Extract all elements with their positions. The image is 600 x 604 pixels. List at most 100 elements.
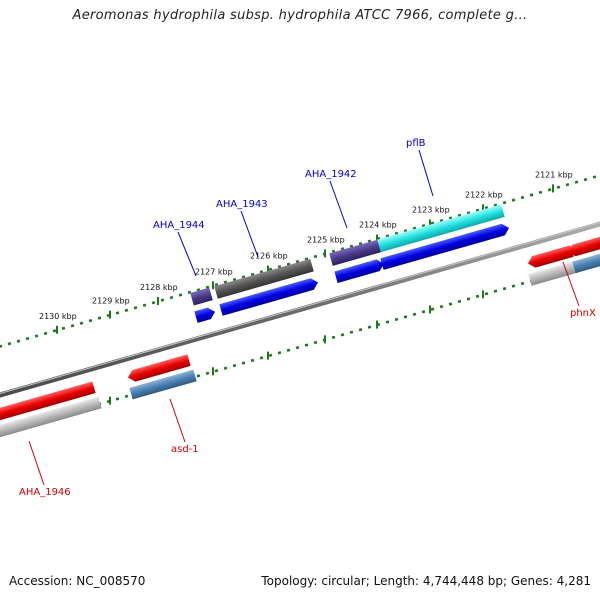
tick-dot <box>484 292 489 296</box>
tick-dot <box>466 297 471 301</box>
tick-dot <box>403 315 408 319</box>
tick-dot <box>169 295 174 300</box>
tick-dot <box>286 348 291 352</box>
tick-dot <box>79 321 84 325</box>
tick-dot <box>115 397 120 401</box>
genome-backbone <box>0 221 600 398</box>
gene-label-reverse: asd-1 <box>171 444 199 455</box>
cds-bar-pflB <box>380 223 509 270</box>
tick-dot <box>61 326 66 330</box>
tick-dot <box>88 318 93 323</box>
tick-dot <box>304 343 309 347</box>
tick-label: 2123 kbp <box>412 205 450 214</box>
label-leader-line <box>562 261 580 307</box>
tick-dot <box>295 345 300 350</box>
tick-dot <box>394 317 399 322</box>
tick-dot <box>529 193 534 197</box>
tick-dot <box>493 289 498 293</box>
gene-bar-pflB <box>376 204 505 253</box>
tick-dot <box>52 329 57 333</box>
tick-dot <box>412 312 417 316</box>
genome-summary-text: Topology: circular; Length: 4,744,448 bp… <box>261 574 591 588</box>
tick-label: 2128 kbp <box>140 283 178 292</box>
label-leader-line <box>28 440 45 486</box>
tick-dot <box>439 304 444 309</box>
tick-label: 2122 kbp <box>465 190 503 199</box>
tick-dot <box>430 307 435 311</box>
tick-dot <box>133 306 138 310</box>
tick-dot <box>502 200 507 205</box>
tick-dot <box>178 293 183 297</box>
tick-dot <box>520 281 525 286</box>
tick-dot <box>124 394 129 399</box>
label-leader-line <box>418 149 434 197</box>
tick-label: 2129 kbp <box>92 297 130 306</box>
tick-dot <box>583 177 588 182</box>
tick-dot <box>205 371 210 375</box>
gene-label-forward: AHA_1943 <box>216 199 268 210</box>
backbone-highlight <box>0 221 600 395</box>
tick-dot <box>565 183 570 187</box>
cds-bar-AHA_1946 <box>0 381 96 421</box>
tick-dot <box>574 180 579 184</box>
tick-dot <box>160 298 165 302</box>
map-title: Aeromonas hydrophila subsp. hydrophila A… <box>72 8 528 23</box>
tick-dot <box>196 374 201 378</box>
outer-tick-track <box>0 175 597 348</box>
tick-dot <box>142 303 147 307</box>
cds-bar-phnX-neighbor <box>568 234 600 257</box>
gene-bar-AHA_1943 <box>214 258 314 299</box>
gene-bar-AHA_1944 <box>190 287 213 306</box>
tick-dot <box>43 331 48 336</box>
tick-dot <box>214 369 219 373</box>
tick-dot <box>331 335 336 340</box>
label-leader-line <box>240 210 259 258</box>
label-leader-line <box>169 398 186 443</box>
tick-dot <box>340 333 345 337</box>
label-leader-line <box>329 180 348 229</box>
tick-dot <box>421 310 426 314</box>
tick-label: 2126 kbp <box>250 252 288 261</box>
gene-label-reverse: AHA_1946 <box>19 487 71 498</box>
tick-dot <box>475 294 480 299</box>
tick-dot <box>511 284 516 288</box>
gene-label-forward: AHA_1944 <box>153 220 205 231</box>
tick-dot <box>268 353 273 357</box>
tick-dot <box>124 308 129 313</box>
tick-dot <box>448 302 453 306</box>
gene-bar-AHA_1946 <box>0 396 102 440</box>
tick-dot <box>313 254 318 259</box>
tick-dot <box>520 195 525 200</box>
gene-label-reverse: phnX <box>570 308 596 319</box>
tick-dot <box>34 334 39 338</box>
tick-dot <box>502 286 507 291</box>
tick-dot <box>259 356 264 360</box>
tick-dot <box>223 366 228 370</box>
tick-dot <box>592 175 597 179</box>
gene-bar-phnX-neighbor <box>572 251 600 274</box>
tick-dot <box>547 188 552 192</box>
tick-dot <box>0 344 3 348</box>
tick-label: 2130 kbp <box>39 312 77 321</box>
cds-bar-AHA_1944 <box>194 307 216 323</box>
tick-dot <box>367 325 372 329</box>
tick-dot <box>70 324 75 328</box>
tick-dot <box>241 361 246 365</box>
cds-bar-AHA_1943 <box>219 278 319 316</box>
tick-dot <box>115 311 120 315</box>
tick-dot <box>7 342 12 346</box>
gene-bar-AHA_1942 <box>329 239 381 266</box>
accession-text: Accession: NC_008570 <box>9 574 146 588</box>
tick-dot <box>97 316 102 320</box>
tick-label: 2125 kbp <box>307 235 345 244</box>
tick-label: 2124 kbp <box>359 221 397 230</box>
tick-dot <box>232 363 237 368</box>
cds-bar-phnX <box>528 245 574 268</box>
tick-dot <box>313 340 318 345</box>
gene-label-forward: AHA_1942 <box>305 169 357 180</box>
gene-label-forward: pflB <box>406 138 426 149</box>
tick-dot <box>385 320 390 324</box>
tick-dot <box>16 339 21 343</box>
